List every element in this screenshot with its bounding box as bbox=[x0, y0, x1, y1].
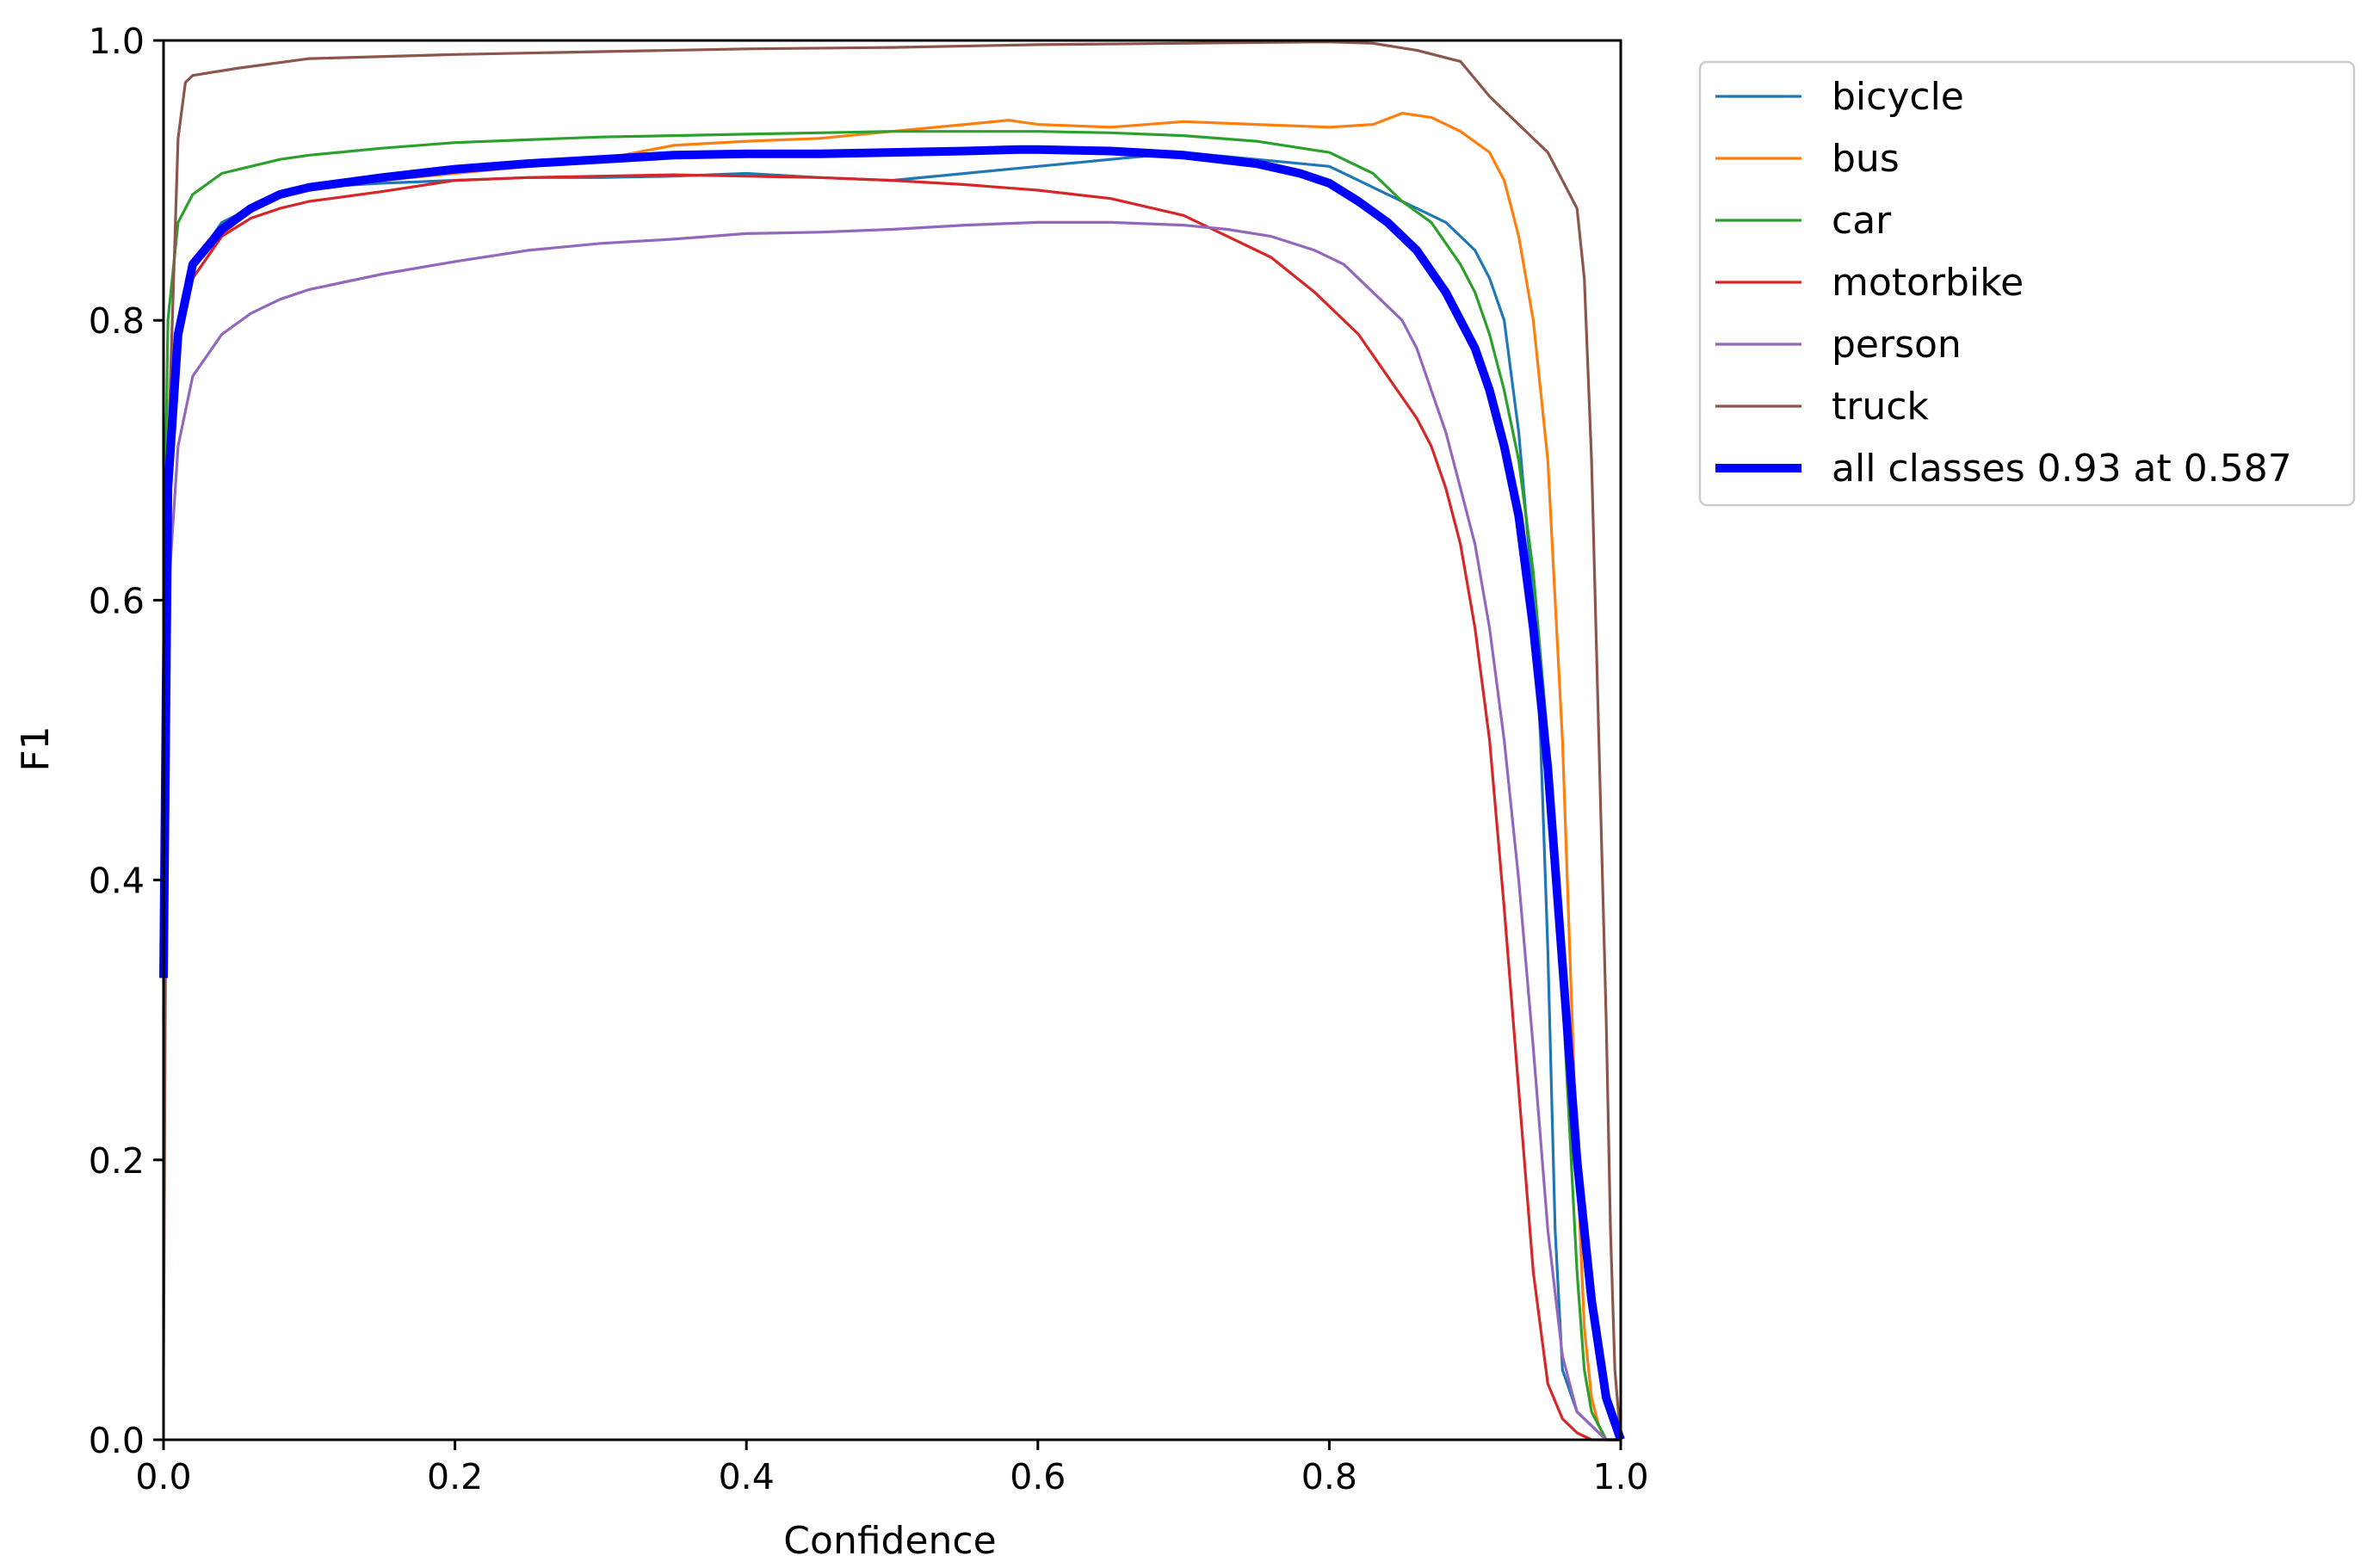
legend-label: motorbike bbox=[1832, 261, 2024, 305]
y-tick-label: 0.6 bbox=[89, 580, 145, 621]
legend-label: car bbox=[1832, 199, 1892, 243]
legend-label: bicycle bbox=[1832, 75, 1964, 119]
x-tick-label: 0.2 bbox=[427, 1456, 483, 1497]
series-line-car bbox=[162, 130, 1621, 1441]
legend-entry: truck bbox=[1715, 385, 1929, 429]
series-line-motorbike bbox=[162, 173, 1621, 1441]
series-line-bus bbox=[162, 112, 1621, 1441]
x-tick-label: 0.4 bbox=[719, 1456, 775, 1497]
legend-label: truck bbox=[1832, 385, 1929, 429]
plot-frame bbox=[162, 39, 1622, 1441]
plot-lines bbox=[159, 40, 1625, 1441]
x-axis-ticks: 0.0 0.2 0.4 0.6 0.8 1.0 bbox=[135, 1440, 1649, 1497]
legend-entry: motorbike bbox=[1715, 261, 2024, 305]
y-axis-label: F1 bbox=[14, 725, 58, 771]
y-axis-ticks: 0.0 0.2 0.4 0.6 0.8 1.0 bbox=[89, 21, 164, 1461]
legend-label: bus bbox=[1832, 137, 1900, 181]
x-tick-label: 0.8 bbox=[1301, 1456, 1357, 1497]
x-axis-label: Confidence bbox=[783, 1519, 996, 1563]
y-tick-label: 0.8 bbox=[89, 300, 145, 342]
y-tick-label: 0.2 bbox=[89, 1140, 145, 1182]
legend-entry: person bbox=[1715, 323, 1962, 367]
series-line-person bbox=[162, 220, 1621, 1441]
y-tick-label: 1.0 bbox=[89, 21, 145, 62]
legend-entry: bus bbox=[1715, 137, 1900, 181]
legend-entry: bicycle bbox=[1715, 75, 1964, 119]
x-tick-label: 0.6 bbox=[1010, 1456, 1066, 1497]
legend-label: all classes 0.93 at 0.587 bbox=[1832, 447, 2292, 491]
legend-label: person bbox=[1832, 323, 1962, 367]
y-tick-label: 0.0 bbox=[89, 1420, 145, 1461]
legend: bicycle bus car motorbike person truck all cla… bbox=[1698, 60, 2356, 507]
x-tick-label: 1.0 bbox=[1592, 1456, 1648, 1497]
legend-entry: car bbox=[1715, 199, 1892, 243]
legend-frame bbox=[1698, 60, 2356, 507]
series-line-bicycle bbox=[162, 151, 1621, 1441]
y-tick-label: 0.4 bbox=[89, 861, 145, 902]
legend-items: bicycle bus car motorbike person truck all cla… bbox=[1715, 75, 2292, 491]
x-tick-label: 0.0 bbox=[135, 1456, 191, 1497]
series-line-truck bbox=[162, 40, 1622, 1441]
legend-entry: all classes 0.93 at 0.587 bbox=[1715, 447, 2292, 491]
series-line-all bbox=[159, 145, 1625, 1441]
